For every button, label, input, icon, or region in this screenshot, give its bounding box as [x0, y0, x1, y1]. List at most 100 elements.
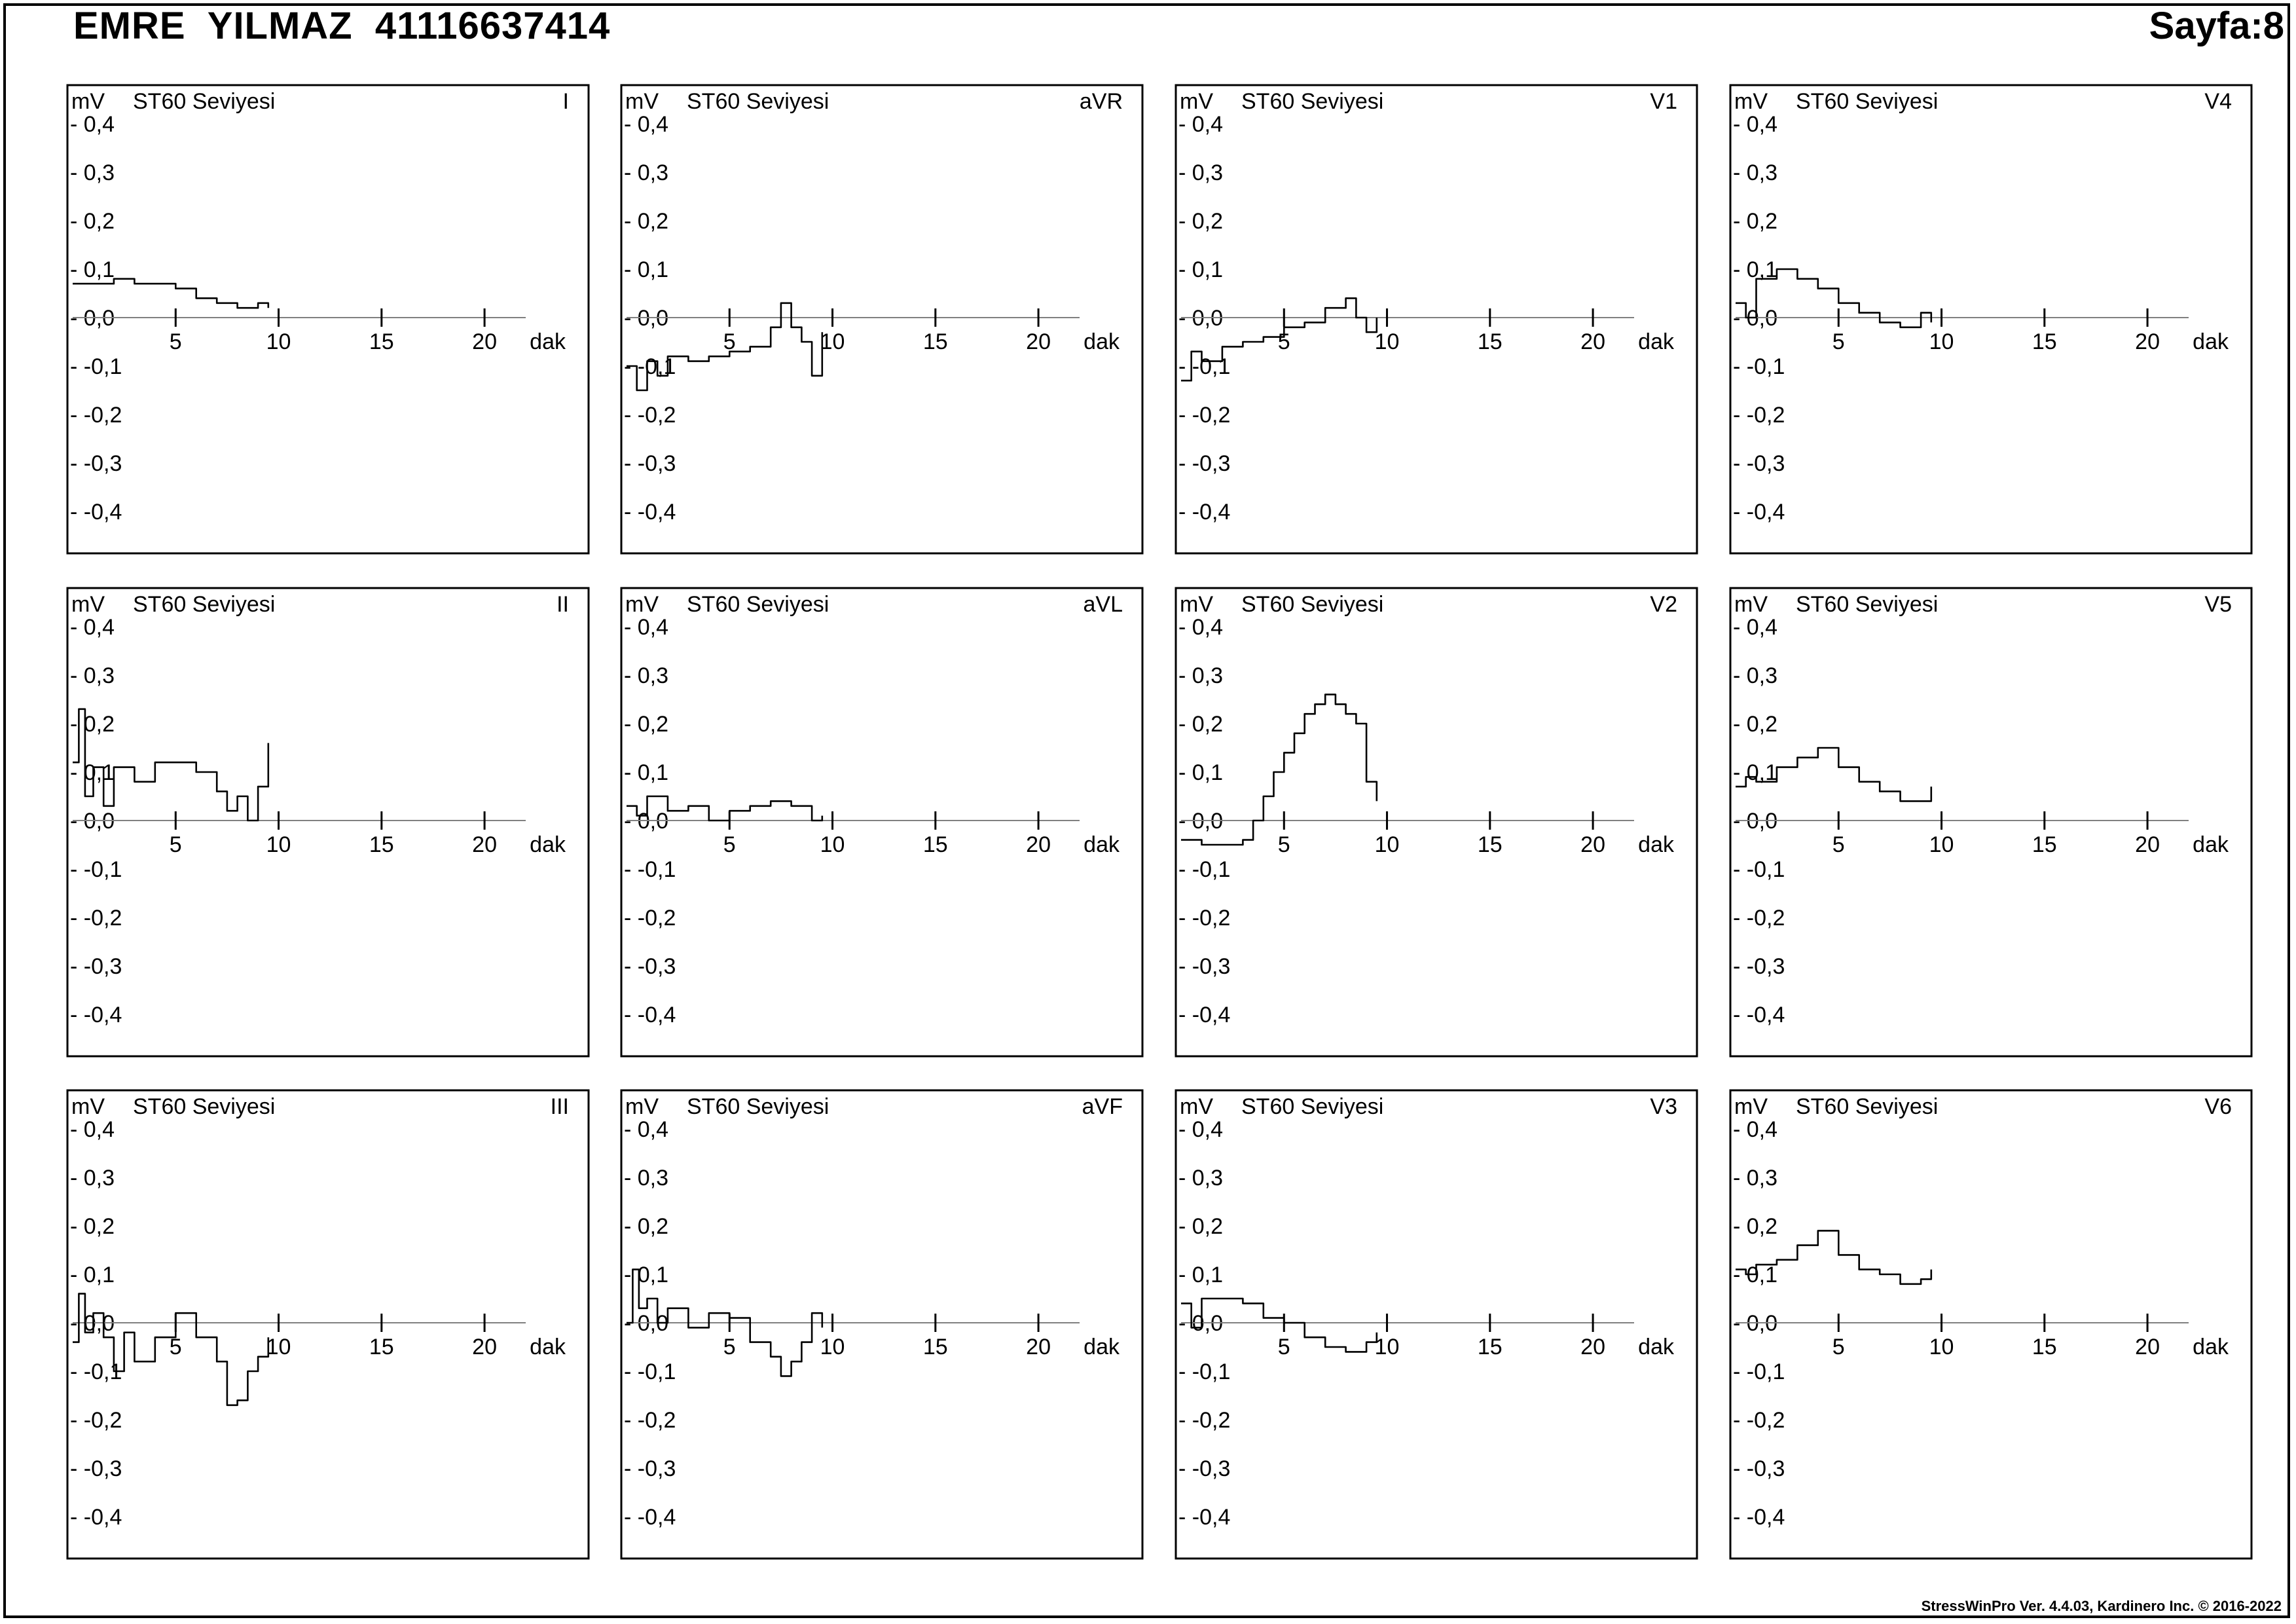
unit-label: mV [71, 592, 105, 617]
y-tick-label: - 0,3 [1178, 1166, 1223, 1190]
unit-label: mV [625, 1094, 659, 1119]
patient-name-id: EMRE YILMAZ 41116637414 [73, 5, 611, 47]
x-tick-label: 20 [472, 832, 497, 857]
y-tick-label: - -0,1 [624, 857, 676, 882]
x-unit-label: dak [1638, 1335, 1675, 1359]
y-tick-label: - 0,4 [624, 1117, 668, 1142]
y-tick-label: - 0,1 [624, 257, 668, 282]
unit-label: mV [625, 89, 659, 114]
y-tick-label: - -0,2 [1178, 403, 1230, 428]
panel-frame [66, 1089, 590, 1560]
x-tick-label: 20 [2135, 832, 2160, 857]
chart-panel-aVF: mV ST60 Seviyesi aVF - 0,4 - 0,3 - 0,2 - 0,1 - … [620, 1089, 1144, 1560]
panel-frame [620, 1089, 1144, 1560]
chart-title: ST60 Seviyesi [1796, 592, 1938, 617]
x-tick-label: 10 [1929, 1335, 1954, 1359]
x-tick-label: 20 [1026, 1335, 1051, 1359]
unit-label: mV [71, 1094, 105, 1119]
y-tick-label: - -0,4 [70, 500, 122, 525]
y-tick-label: - -0,1 [1733, 354, 1785, 379]
chart-panel-aVL: mV ST60 Seviyesi aVL - 0,4 - 0,3 - 0,2 - 0,1 - … [620, 587, 1144, 1058]
unit-label: mV [1734, 1094, 1768, 1119]
y-tick-label: - 0,3 [624, 663, 668, 688]
unit-label: mV [1734, 592, 1768, 617]
chart-panel-II: mV ST60 Seviyesi II- 0,4- 0,3- 0,2- 0,1- 0… [66, 587, 590, 1058]
y-tick-label: - -0,4 [1178, 1003, 1230, 1027]
y-tick-label: - 0,4 [70, 112, 115, 137]
lead-label: V1 [1650, 89, 1677, 114]
y-tick-label: - 0,2 [624, 209, 668, 234]
y-tick-label: - -0,1 [70, 354, 122, 379]
x-tick-label: 20 [472, 1335, 497, 1359]
x-tick-label: 10 [1375, 832, 1400, 857]
y-tick-label: - 0,3 [624, 160, 668, 185]
x-tick-label: 5 [170, 329, 182, 354]
y-tick-label: - 0,2 [624, 712, 668, 737]
lead-label: V3 [1650, 1094, 1677, 1119]
unit-label: mV [1180, 1094, 1213, 1119]
y-tick-label: - -0,4 [624, 1003, 676, 1027]
st-series-line-V5 [1736, 747, 1933, 802]
unit-label: mV [1180, 592, 1213, 617]
software-footer: StressWinPro Ver. 4.4.03, Kardinero Inc.… [1921, 1598, 2282, 1614]
x-tick-label: 10 [820, 329, 845, 354]
unit-label: mV [1734, 89, 1768, 114]
st-series-line-V6 [1736, 1230, 1933, 1285]
x-tick-label: 10 [1375, 1335, 1400, 1359]
panel-frame [1729, 1089, 2253, 1560]
y-tick-label: - -0,1 [1733, 1359, 1785, 1384]
x-tick-label: 5 [723, 329, 736, 354]
y-tick-label: - -0,3 [1733, 954, 1785, 979]
y-tick-label: - 0,2 [1733, 712, 1777, 737]
x-tick-label: 10 [1929, 832, 1954, 857]
y-tick-label: - 0,1 [624, 1263, 668, 1287]
y-tick-label: - -0,3 [70, 451, 122, 476]
panel-frame [1175, 1089, 1698, 1560]
y-tick-label: - -0,1 [1733, 857, 1785, 882]
y-tick-label: - -0,4 [1733, 500, 1785, 525]
y-tick-label: - -0,2 [1178, 906, 1230, 931]
x-tick-label: 20 [2135, 1335, 2160, 1359]
y-tick-label: - -0,3 [1178, 451, 1230, 476]
x-tick-label: 5 [723, 1335, 736, 1359]
st-series-line-aVL [627, 795, 824, 822]
y-tick-label: - -0,3 [1733, 451, 1785, 476]
chart-title: ST60 Seviyesi [1241, 89, 1383, 114]
lead-label: aVR [1080, 89, 1123, 114]
x-tick-label: 20 [1026, 329, 1051, 354]
x-tick-label: 5 [170, 832, 182, 857]
st-series-line-II [73, 708, 270, 822]
x-tick-label: 15 [369, 329, 394, 354]
y-tick-label: - 0,3 [1733, 160, 1777, 185]
x-tick-label: 5 [723, 832, 736, 857]
y-tick-label: - 0,4 [70, 1117, 115, 1142]
lead-label: V5 [2204, 592, 2232, 617]
x-tick-label: 10 [266, 329, 291, 354]
y-tick-label: - -0,1 [1178, 1359, 1230, 1384]
chart-panel-III: mV ST60 Seviyesi III - 0,4 - 0,3 - 0,2 - 0,1 - … [66, 1089, 590, 1560]
x-unit-label: dak [2193, 1335, 2229, 1359]
y-tick-label: - -0,2 [624, 403, 676, 428]
y-tick-label: - -0,3 [70, 1456, 122, 1481]
y-tick-label: - -0,2 [70, 906, 122, 931]
y-tick-label: - -0,4 [1733, 1003, 1785, 1027]
x-tick-label: 10 [1375, 329, 1400, 354]
x-tick-label: 15 [2032, 832, 2057, 857]
unit-label: mV [1180, 89, 1213, 114]
y-tick-label: - 0,3 [1178, 160, 1223, 185]
x-unit-label: dak [530, 1335, 566, 1359]
x-unit-label: dak [2193, 832, 2229, 857]
x-unit-label: dak [1638, 832, 1675, 857]
y-tick-label: - -0,3 [624, 451, 676, 476]
y-tick-label: - -0,3 [624, 954, 676, 979]
x-unit-label: dak [1084, 832, 1120, 857]
y-tick-label: - 0,3 [1178, 663, 1223, 688]
chart-panel-V5: mV ST60 Seviyesi V5- 0,4- 0,3- 0,2- 0,1- 0… [1729, 587, 2253, 1058]
y-tick-label: - -0,4 [624, 1505, 676, 1530]
y-tick-label: - -0,3 [1178, 1456, 1230, 1481]
y-tick-label: - -0,2 [1733, 403, 1785, 428]
y-tick-label: - 0,1 [1178, 760, 1223, 785]
unit-label: mV [71, 89, 105, 114]
x-tick-label: 5 [1278, 329, 1290, 354]
chart-title: ST60 Seviyesi [1796, 1094, 1938, 1119]
